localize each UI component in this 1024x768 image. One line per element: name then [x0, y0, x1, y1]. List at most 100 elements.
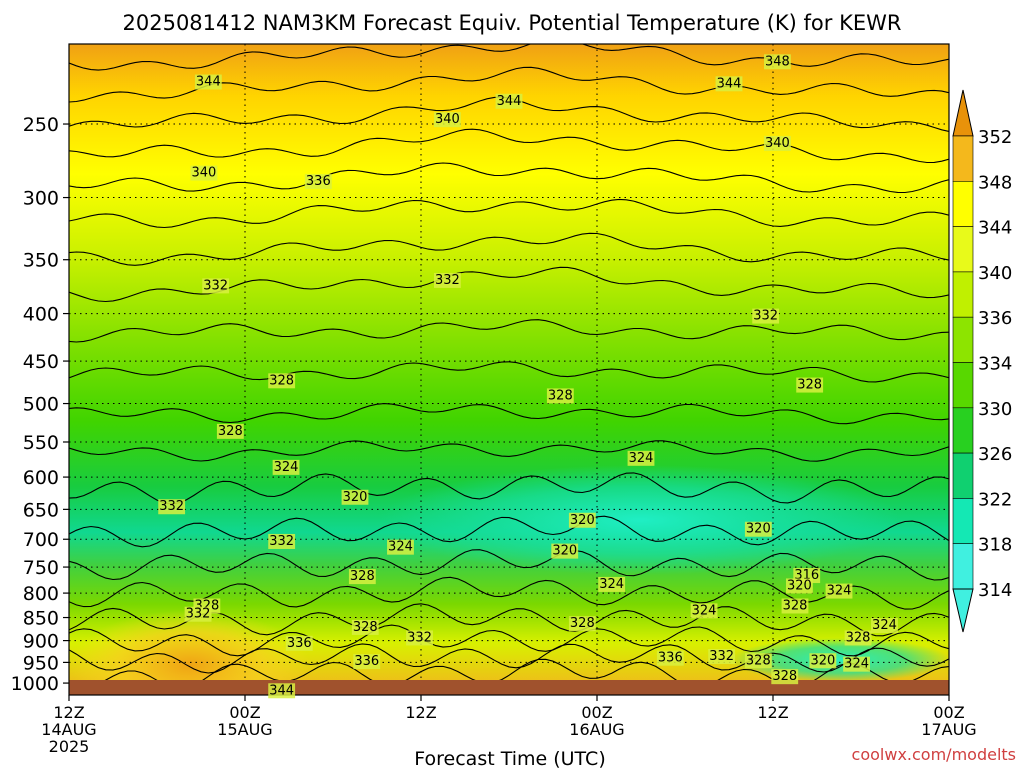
contour-label-bg — [627, 450, 655, 466]
contour-label: 328 — [783, 599, 808, 614]
contour-label-bg — [406, 630, 433, 646]
contour-label-bg — [656, 650, 684, 666]
contour-label-bg — [568, 512, 596, 528]
contour-label: 348 — [765, 54, 790, 69]
contour-label-bg — [844, 630, 872, 646]
y-tick-label: 750 — [23, 557, 59, 579]
contour-label: 344 — [497, 94, 522, 109]
contour-line — [69, 403, 949, 425]
y-tick-label: 300 — [23, 188, 59, 210]
y-tick-label: 350 — [23, 250, 59, 272]
contour-line — [69, 162, 949, 194]
contour-label: 320 — [787, 578, 812, 593]
contour-label: 332 — [186, 607, 211, 622]
contour-label: 332 — [203, 278, 228, 293]
terrain-bar — [69, 680, 949, 695]
x-tick-label: 12Z — [53, 703, 84, 722]
contour-label: 344 — [269, 683, 294, 698]
contour-label: 332 — [753, 309, 778, 324]
x-tick-label: 2025 — [49, 737, 90, 756]
contour-label-bg — [752, 308, 780, 324]
x-tick-label: 00Z — [581, 703, 612, 722]
contour-label: 328 — [269, 373, 294, 388]
y-tick-label: 500 — [23, 394, 59, 416]
contour-label-bg — [158, 499, 186, 515]
contour-line — [69, 472, 949, 505]
contour-label-bg — [708, 648, 736, 664]
contour-label: 324 — [629, 451, 654, 466]
colorbar-tick-label: 348 — [978, 172, 1012, 193]
x-tick-label: 15AUG — [217, 720, 272, 739]
y-tick-label: 900 — [23, 631, 59, 653]
x-tick-label: 16AUG — [569, 720, 624, 739]
contour-label-bg — [744, 521, 772, 537]
contour-label-bg — [194, 74, 222, 90]
contour-label: 328 — [548, 388, 573, 403]
contour-label-bg — [190, 165, 218, 181]
colorbar-top-cap — [952, 89, 974, 137]
contour-label-bg — [184, 606, 212, 622]
contour-label: 336 — [354, 654, 379, 669]
contour-label-bg — [202, 278, 230, 294]
contour-label-bg — [433, 272, 461, 288]
contour-label: 320 — [746, 522, 771, 537]
contour-line — [69, 643, 949, 674]
contour-label: 328 — [218, 424, 243, 439]
contour-label: 320 — [810, 653, 835, 668]
contour-line — [69, 624, 949, 657]
contour-label: 332 — [709, 649, 734, 664]
contour-label-bg — [871, 618, 898, 634]
contour-label-bg — [216, 423, 244, 439]
y-tick-label: 950 — [23, 652, 59, 674]
contour-line — [69, 515, 949, 548]
y-tick-label: 400 — [23, 304, 59, 326]
contour-label: 324 — [872, 618, 897, 633]
contour-line — [69, 440, 949, 462]
contour-label: 336 — [658, 651, 683, 666]
contour-label-bg — [771, 669, 799, 685]
contour-line — [69, 198, 949, 229]
contour-label-bg — [809, 653, 837, 669]
contour-label-bg — [690, 603, 718, 619]
x-tick-label: 14AUG — [41, 720, 96, 739]
contour-label-bg — [598, 576, 626, 592]
contour-label-bg — [268, 373, 296, 389]
contour-label: 320 — [570, 513, 595, 528]
contour-label: 336 — [306, 174, 331, 189]
colorbar-segment — [952, 271, 974, 318]
contour-label: 328 — [570, 616, 595, 631]
contour-label-bg — [796, 377, 824, 393]
contour-label: 340 — [765, 136, 790, 151]
contour-label-bg — [341, 489, 369, 505]
colorbar-tick-label: 314 — [978, 580, 1012, 601]
contour-label: 344 — [717, 76, 742, 91]
colorbar-segment — [952, 135, 974, 182]
contour-label-bg — [433, 112, 461, 128]
colorbar-tick-label: 326 — [978, 444, 1012, 465]
contour-label-bg — [546, 388, 574, 404]
x-tick-label: 00Z — [229, 703, 260, 722]
colorbar-tick-label: 322 — [978, 489, 1012, 510]
colorbar-segment — [952, 181, 974, 227]
y-tick-label: 800 — [23, 583, 59, 605]
contour-label: 340 — [435, 112, 460, 127]
colorbar-segment — [952, 543, 974, 590]
contour-label-bg — [268, 533, 296, 549]
contour-label: 332 — [435, 273, 460, 288]
colorbar-tick-label: 330 — [978, 399, 1012, 420]
contour-line — [69, 549, 949, 581]
contour-label-bg — [495, 93, 523, 109]
x-tick-label: 17AUG — [921, 720, 976, 739]
contour-label: 328 — [746, 653, 771, 668]
contour-label: 324 — [844, 657, 869, 672]
contour-label-bg — [551, 543, 579, 559]
contour-label: 324 — [274, 460, 299, 475]
contour-label: 328 — [772, 669, 797, 684]
x-axis-label: Forecast Time (UTC) — [414, 748, 605, 768]
colorbar-tick-label: 344 — [978, 218, 1012, 239]
warm-core-region — [70, 610, 310, 695]
contour-label: 328 — [797, 378, 822, 393]
contour-label-bg — [763, 135, 791, 151]
contour-label-bg — [353, 654, 381, 670]
